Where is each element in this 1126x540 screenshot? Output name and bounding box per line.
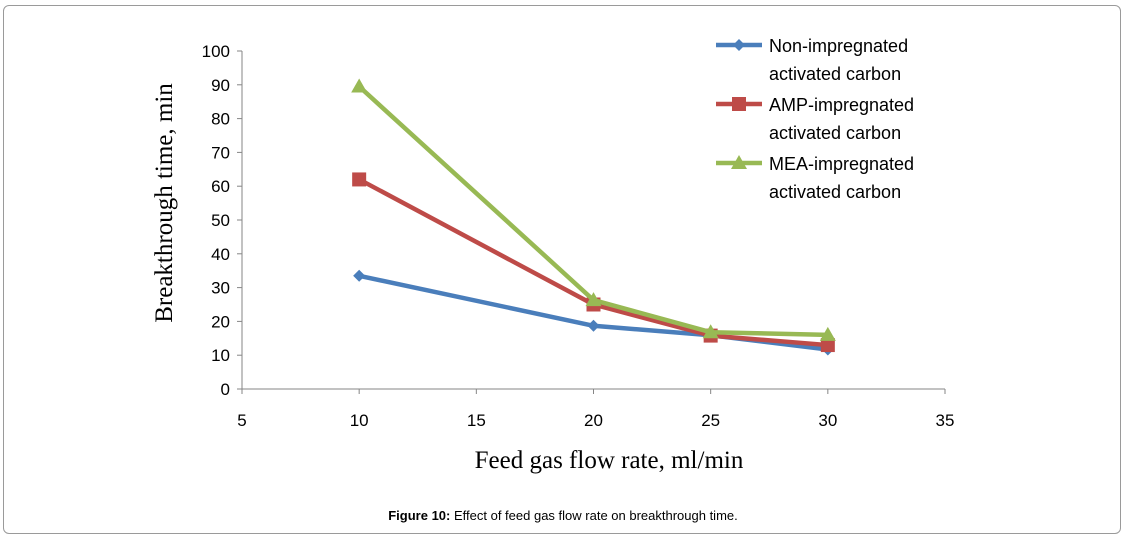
legend-marker bbox=[731, 155, 747, 169]
y-tick-label: 30 bbox=[211, 279, 230, 298]
legend-label: MEA-impregnated bbox=[769, 154, 914, 174]
y-tick-label: 40 bbox=[211, 245, 230, 264]
x-tick-label: 15 bbox=[467, 411, 486, 430]
data-point bbox=[585, 292, 602, 307]
legend-label: activated carbon bbox=[769, 123, 901, 143]
legend-marker bbox=[733, 39, 745, 51]
x-tick-label: 5 bbox=[237, 411, 246, 430]
data-point bbox=[352, 172, 367, 187]
legend-label: AMP-impregnated bbox=[769, 95, 914, 115]
x-tick-label: 20 bbox=[584, 411, 603, 430]
data-point bbox=[351, 78, 368, 93]
y-tick-label: 0 bbox=[221, 380, 230, 399]
legend-entry-2: AMP-impregnated activated carbon bbox=[716, 95, 914, 143]
y-tick-label: 90 bbox=[211, 76, 230, 95]
y-tick-label: 50 bbox=[211, 211, 230, 230]
x-tick-label: 35 bbox=[936, 411, 955, 430]
legend-label: activated carbon bbox=[769, 182, 901, 202]
y-tick-label: 100 bbox=[202, 42, 230, 61]
data-point bbox=[702, 324, 719, 339]
caption-label: Figure 10: bbox=[388, 508, 451, 523]
x-tick-label: 10 bbox=[350, 411, 369, 430]
y-tick-label: 70 bbox=[211, 143, 230, 162]
data-point bbox=[353, 269, 366, 282]
data-point bbox=[587, 319, 600, 332]
x-tick-label: 30 bbox=[818, 411, 837, 430]
legend-label: Non-impregnated bbox=[769, 36, 908, 56]
series-1 bbox=[353, 269, 834, 356]
x-tick-label: 25 bbox=[701, 411, 720, 430]
data-point bbox=[820, 338, 835, 353]
series-layer bbox=[351, 78, 836, 356]
series-3 bbox=[351, 78, 836, 341]
y-tick-label: 80 bbox=[211, 110, 230, 129]
series-line bbox=[357, 84, 828, 338]
axes: 0 10 20 30 40 50 60 70 80 90 100 5 10 15 20 25 30 35 bbox=[202, 42, 955, 430]
legend-entry-3: MEA-impregnated activated carbon bbox=[716, 154, 914, 202]
line-chart: 0 10 20 30 40 50 60 70 80 90 100 5 10 15 20 25 30 35 Non-… bbox=[151, 36, 955, 474]
series-line bbox=[358, 177, 829, 348]
y-tick-label: 60 bbox=[211, 177, 230, 196]
data-point bbox=[819, 326, 836, 341]
legend-label: activated carbon bbox=[769, 64, 901, 84]
x-axis-title: Feed gas flow rate, ml/min bbox=[475, 447, 744, 474]
y-axis-title: Breakthrough time, min bbox=[151, 83, 178, 323]
legend-entry-1: Non-impregnated activated carbon bbox=[716, 36, 908, 84]
figure-caption: Figure 10: Effect of feed gas flow rate … bbox=[0, 508, 1126, 523]
legend-marker bbox=[732, 97, 746, 111]
caption-text: Effect of feed gas flow rate on breakthr… bbox=[453, 508, 738, 523]
y-tick-label: 20 bbox=[211, 312, 230, 331]
y-tick-label: 10 bbox=[211, 346, 230, 365]
